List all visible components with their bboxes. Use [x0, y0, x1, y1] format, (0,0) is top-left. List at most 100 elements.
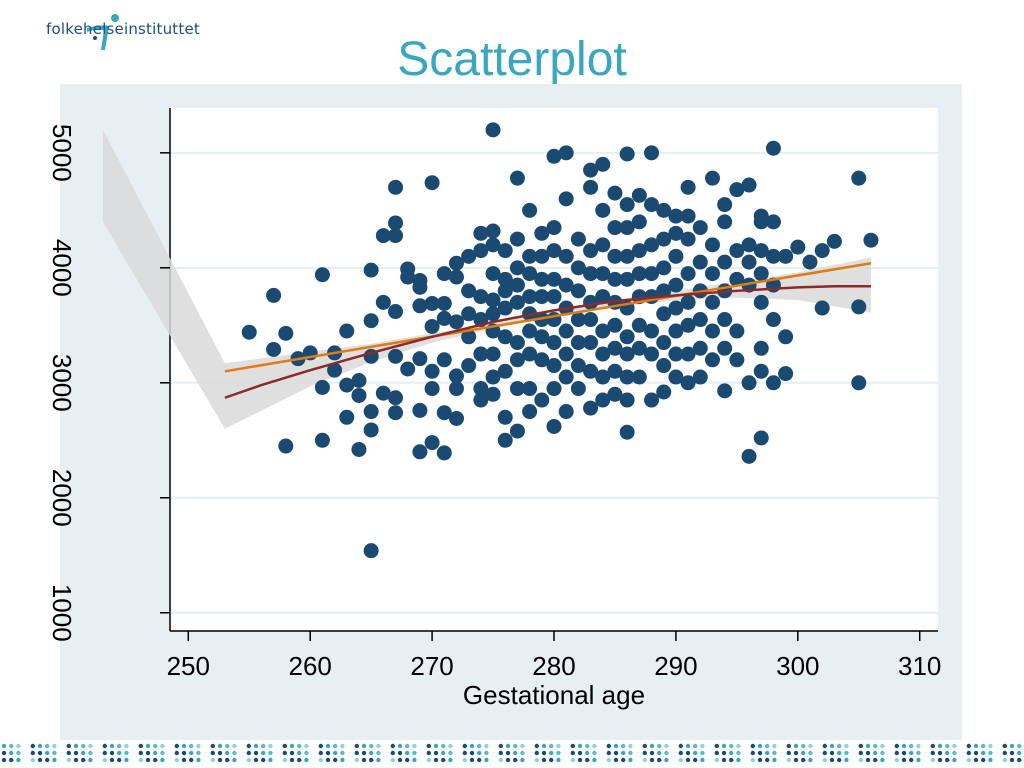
footer-dot	[74, 751, 78, 755]
footer-dot	[261, 751, 265, 755]
footer-dot	[254, 744, 258, 748]
footer-dot	[355, 744, 359, 748]
data-point	[851, 299, 866, 314]
footer-dot	[333, 751, 337, 755]
footer-dot	[628, 751, 632, 755]
footer-dot	[722, 751, 726, 755]
footer-dot	[139, 758, 143, 762]
footer-dot	[196, 758, 200, 762]
footer-dot	[801, 744, 805, 748]
data-point	[412, 444, 427, 459]
footer-dot	[967, 758, 971, 762]
footer-dot	[628, 744, 632, 748]
data-point	[766, 214, 781, 229]
footer-dot	[902, 751, 906, 755]
footer-dot	[880, 758, 884, 762]
footer-dot	[160, 758, 164, 762]
footer-dot	[405, 758, 409, 762]
footer-dot	[405, 744, 409, 748]
footer-dot	[938, 751, 942, 755]
footer-dot	[643, 751, 647, 755]
footer-dot	[693, 744, 697, 748]
footer-dot	[470, 758, 474, 762]
footer-dot	[225, 751, 229, 755]
footer-dot	[909, 751, 913, 755]
footer-dot	[513, 751, 517, 755]
footer-dot	[837, 758, 841, 762]
data-point	[778, 249, 793, 264]
footer-dot	[693, 758, 697, 762]
footer-dot	[794, 758, 798, 762]
footer-dot	[2, 751, 6, 755]
footer-dot	[88, 758, 92, 762]
footer-dot	[592, 758, 596, 762]
footer-dot	[643, 758, 647, 762]
footer-dot	[873, 758, 877, 762]
data-point	[851, 171, 866, 186]
data-point	[681, 180, 696, 195]
footer-dot	[211, 744, 215, 748]
footer-dot	[362, 758, 366, 762]
footer-dot	[895, 744, 899, 748]
data-point	[668, 278, 683, 293]
footer-dot	[981, 758, 985, 762]
footer-dot	[189, 758, 193, 762]
footer-dot	[506, 758, 510, 762]
data-point	[449, 381, 464, 396]
data-point	[595, 203, 610, 218]
footer-dot	[117, 744, 121, 748]
footer-dot	[729, 744, 733, 748]
footer-dot	[369, 751, 373, 755]
footer-dot	[506, 744, 510, 748]
footer-dot	[657, 744, 661, 748]
footer-dot	[52, 751, 56, 755]
data-point	[412, 403, 427, 418]
footer-dot	[772, 744, 776, 748]
footer-dot	[81, 751, 85, 755]
footer-dot	[146, 744, 150, 748]
data-point	[742, 375, 757, 390]
footer-dot	[830, 744, 834, 748]
data-point	[827, 234, 842, 249]
footer-dot	[182, 758, 186, 762]
footer-dot	[686, 751, 690, 755]
footer-dot	[376, 744, 380, 748]
data-point	[681, 232, 696, 247]
footer-dot	[520, 758, 524, 762]
footer-dot	[225, 758, 229, 762]
data-point	[278, 326, 293, 341]
footer-dot	[153, 751, 157, 755]
footer-dot	[304, 751, 308, 755]
y-tick-label: 2000	[47, 469, 77, 527]
footer-dot	[621, 744, 625, 748]
footer-dot	[938, 744, 942, 748]
data-point	[668, 249, 683, 264]
footer-dot	[578, 758, 582, 762]
data-point	[388, 228, 403, 243]
footer-dot	[823, 744, 827, 748]
footer-dot	[571, 751, 575, 755]
footer-dot	[398, 758, 402, 762]
data-point	[754, 295, 769, 310]
data-point	[778, 366, 793, 381]
footer-dot	[333, 744, 337, 748]
data-point	[339, 324, 354, 339]
data-point	[778, 329, 793, 344]
footer-dot	[585, 744, 589, 748]
footer-dot	[535, 751, 539, 755]
footer-dot	[369, 744, 373, 748]
data-point	[620, 329, 635, 344]
x-tick-label: 310	[898, 651, 941, 681]
footer-dot	[542, 758, 546, 762]
footer-dot	[592, 751, 596, 755]
footer-dot	[376, 751, 380, 755]
footer-dot	[67, 751, 71, 755]
footer-dot	[67, 744, 71, 748]
data-point	[425, 364, 440, 379]
footer-dot	[499, 751, 503, 755]
footer-dot	[146, 758, 150, 762]
data-point	[705, 266, 720, 281]
data-point	[815, 301, 830, 316]
footer-dot	[477, 751, 481, 755]
footer-dot	[146, 751, 150, 755]
